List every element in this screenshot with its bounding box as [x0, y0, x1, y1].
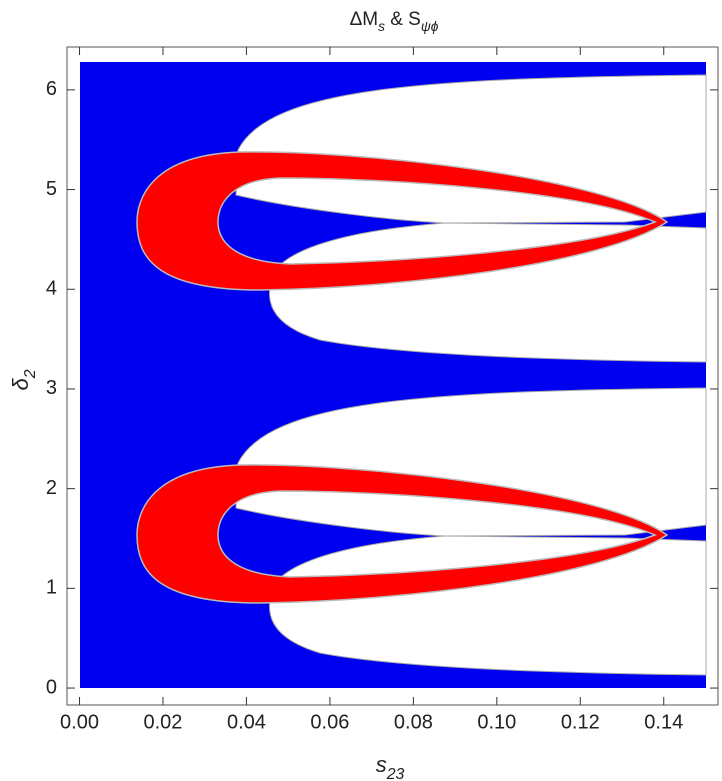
y-tick-label: 6 [46, 78, 57, 100]
y-tick-label: 2 [46, 477, 57, 499]
y-tick-label: 3 [46, 377, 57, 399]
y-tick-label: 4 [46, 278, 57, 300]
y-tick-label: 1 [46, 577, 57, 599]
y-tick-label: 0 [46, 676, 57, 698]
label-part: δ [8, 378, 33, 391]
x-axis-label: s23 [376, 752, 405, 781]
label-part: ΔM [350, 9, 379, 30]
x-tick-label: 0.10 [477, 711, 516, 733]
y-axis-label: δ2 [8, 369, 39, 390]
label-part: 23 [386, 766, 405, 781]
label-part: & [385, 9, 408, 30]
plot-frame [66, 46, 719, 706]
x-tick-label: 0.06 [310, 711, 349, 733]
x-tick-label: 0.08 [394, 711, 433, 733]
x-tick-label: 0.14 [644, 711, 683, 733]
label-part: 2 [22, 369, 39, 379]
y-tick-label: 5 [46, 178, 57, 200]
x-tick-label: 0.02 [144, 711, 183, 733]
x-tick-label: 0.00 [60, 711, 99, 733]
chart-title: ΔMs & Sψϕ [350, 9, 439, 34]
x-tick-label: 0.04 [227, 711, 266, 733]
label-part: s [376, 752, 387, 777]
label-part: S [408, 9, 421, 30]
x-tick-label: 0.12 [561, 711, 600, 733]
label-part: ψϕ [421, 19, 439, 34]
label-part: s [378, 19, 385, 34]
